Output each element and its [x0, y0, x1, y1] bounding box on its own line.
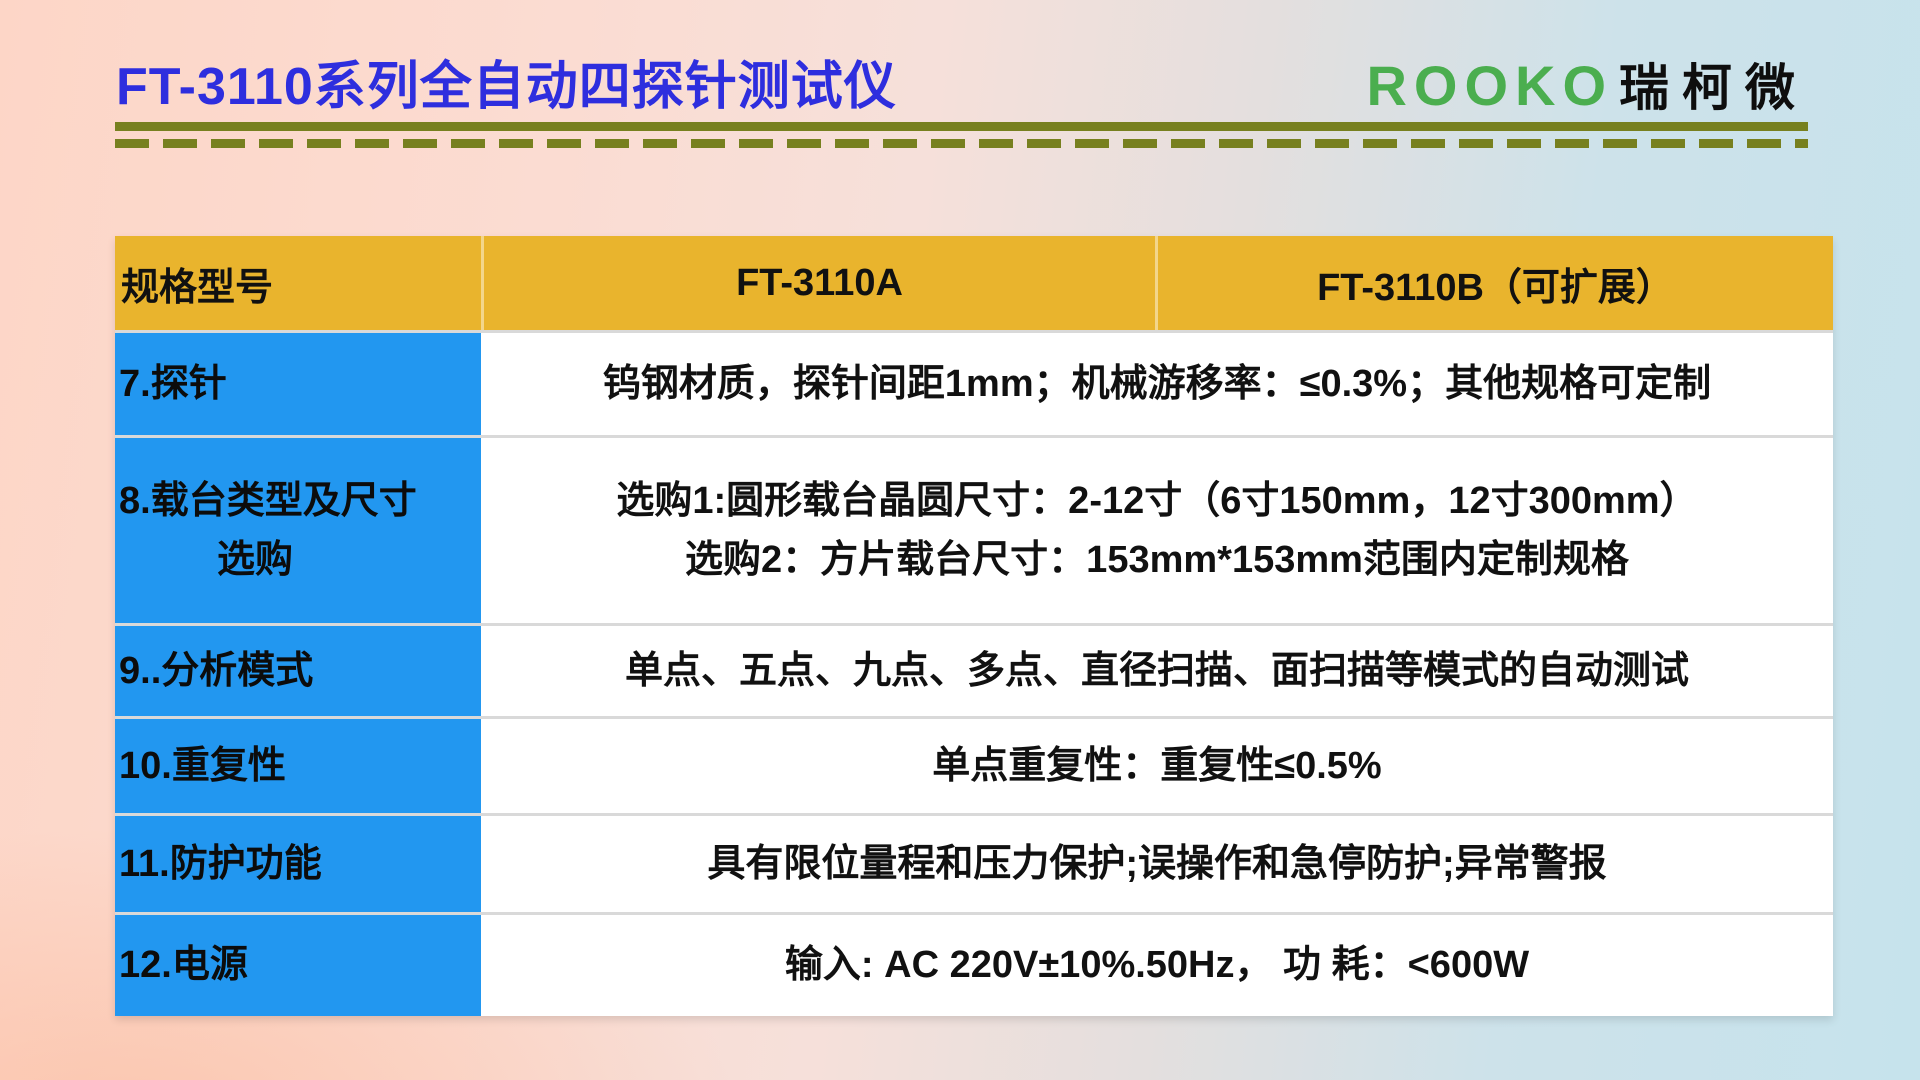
brand-wordmark-rooko: ROOKO — [1366, 54, 1613, 117]
header-cell-ft3110a: FT-3110A — [481, 236, 1155, 330]
row-label: 9..分析模式 — [115, 626, 481, 716]
row-content: 单点重复性：重复性≤0.5% — [481, 719, 1833, 813]
row-content: 具有限位量程和压力保护;误操作和急停防护;异常警报 — [481, 816, 1833, 912]
row-label-text: 11.防护功能 — [119, 842, 322, 885]
row-label: 7.探针 — [115, 333, 481, 435]
row-label-text: 10.重复性 — [119, 744, 286, 787]
row-label-text: 7.探针 — [119, 362, 227, 405]
table-row-analysis-mode: 9..分析模式 单点、五点、九点、多点、直径扫描、面扫描等模式的自动测试 — [115, 626, 1833, 716]
row-content: 选购1:圆形载台晶圆尺寸：2-12寸（6寸150mm，12寸300mm） 选购2… — [481, 438, 1833, 623]
row-label-text: 8.载台类型及尺寸 — [119, 479, 417, 522]
row-label-text: 9..分析模式 — [119, 649, 314, 692]
table-row-stage-type: 8.载台类型及尺寸 选购 选购1:圆形载台晶圆尺寸：2-12寸（6寸150mm，… — [115, 438, 1833, 623]
row-content-line: 钨钢材质，探针间距1mm；机械游移率：≤0.3%；其他规格可定制 — [602, 362, 1712, 405]
row-content-line: 单点重复性：重复性≤0.5% — [932, 744, 1382, 787]
table-row-protection: 11.防护功能 具有限位量程和压力保护;误操作和急停防护;异常警报 — [115, 816, 1833, 912]
row-label-text-line2: 选购 — [216, 538, 293, 581]
row-label: 10.重复性 — [115, 719, 481, 813]
row-label-text: 12.电源 — [119, 944, 248, 987]
table-row-power: 12.电源 输入: AC 220V±10%.50Hz， 功 耗：<600W — [115, 915, 1833, 1016]
header-cell-spec-model: 规格型号 — [121, 266, 274, 309]
row-content: 钨钢材质，探针间距1mm；机械游移率：≤0.3%；其他规格可定制 — [481, 333, 1833, 435]
brand-logo: ROOKO 瑞柯微 — [1366, 48, 1808, 120]
brand-wordmark-cjk: 瑞柯微 — [1619, 60, 1808, 116]
row-label: 12.电源 — [115, 915, 481, 1016]
title-underline-solid — [115, 122, 1808, 131]
row-content: 单点、五点、九点、多点、直径扫描、面扫描等模式的自动测试 — [481, 626, 1833, 716]
row-label: 8.载台类型及尺寸 选购 — [115, 438, 481, 623]
table-row-probe: 7.探针 钨钢材质，探针间距1mm；机械游移率：≤0.3%；其他规格可定制 — [115, 333, 1833, 435]
page-title: FT-3110系列全自动四探针测试仪 — [116, 58, 897, 116]
row-label: 11.防护功能 — [115, 816, 481, 912]
title-underline-dashed — [115, 139, 1808, 148]
row-content-line: 输入: AC 220V±10%.50Hz， 功 耗：<600W — [784, 944, 1530, 987]
table-row-repeatability: 10.重复性 单点重复性：重复性≤0.5% — [115, 719, 1833, 813]
row-content-line: 选购2：方片载台尺寸：153mm*153mm范围内定制规格 — [685, 538, 1629, 581]
row-content-line: 具有限位量程和压力保护;误操作和急停防护;异常警报 — [707, 842, 1607, 885]
row-content-line: 单点、五点、九点、多点、直径扫描、面扫描等模式的自动测试 — [624, 649, 1689, 692]
table-header-row: 规格型号 FT-3110A FT-3110B（可扩展） — [115, 236, 1833, 330]
spec-table: 规格型号 FT-3110A FT-3110B（可扩展） 7.探针 钨钢材质，探针… — [115, 236, 1833, 1016]
row-content: 输入: AC 220V±10%.50Hz， 功 耗：<600W — [481, 915, 1833, 1016]
header-cell-ft3110b: FT-3110B（可扩展） — [1155, 236, 1833, 330]
row-content-line: 选购1:圆形载台晶圆尺寸：2-12寸（6寸150mm，12寸300mm） — [616, 479, 1698, 522]
